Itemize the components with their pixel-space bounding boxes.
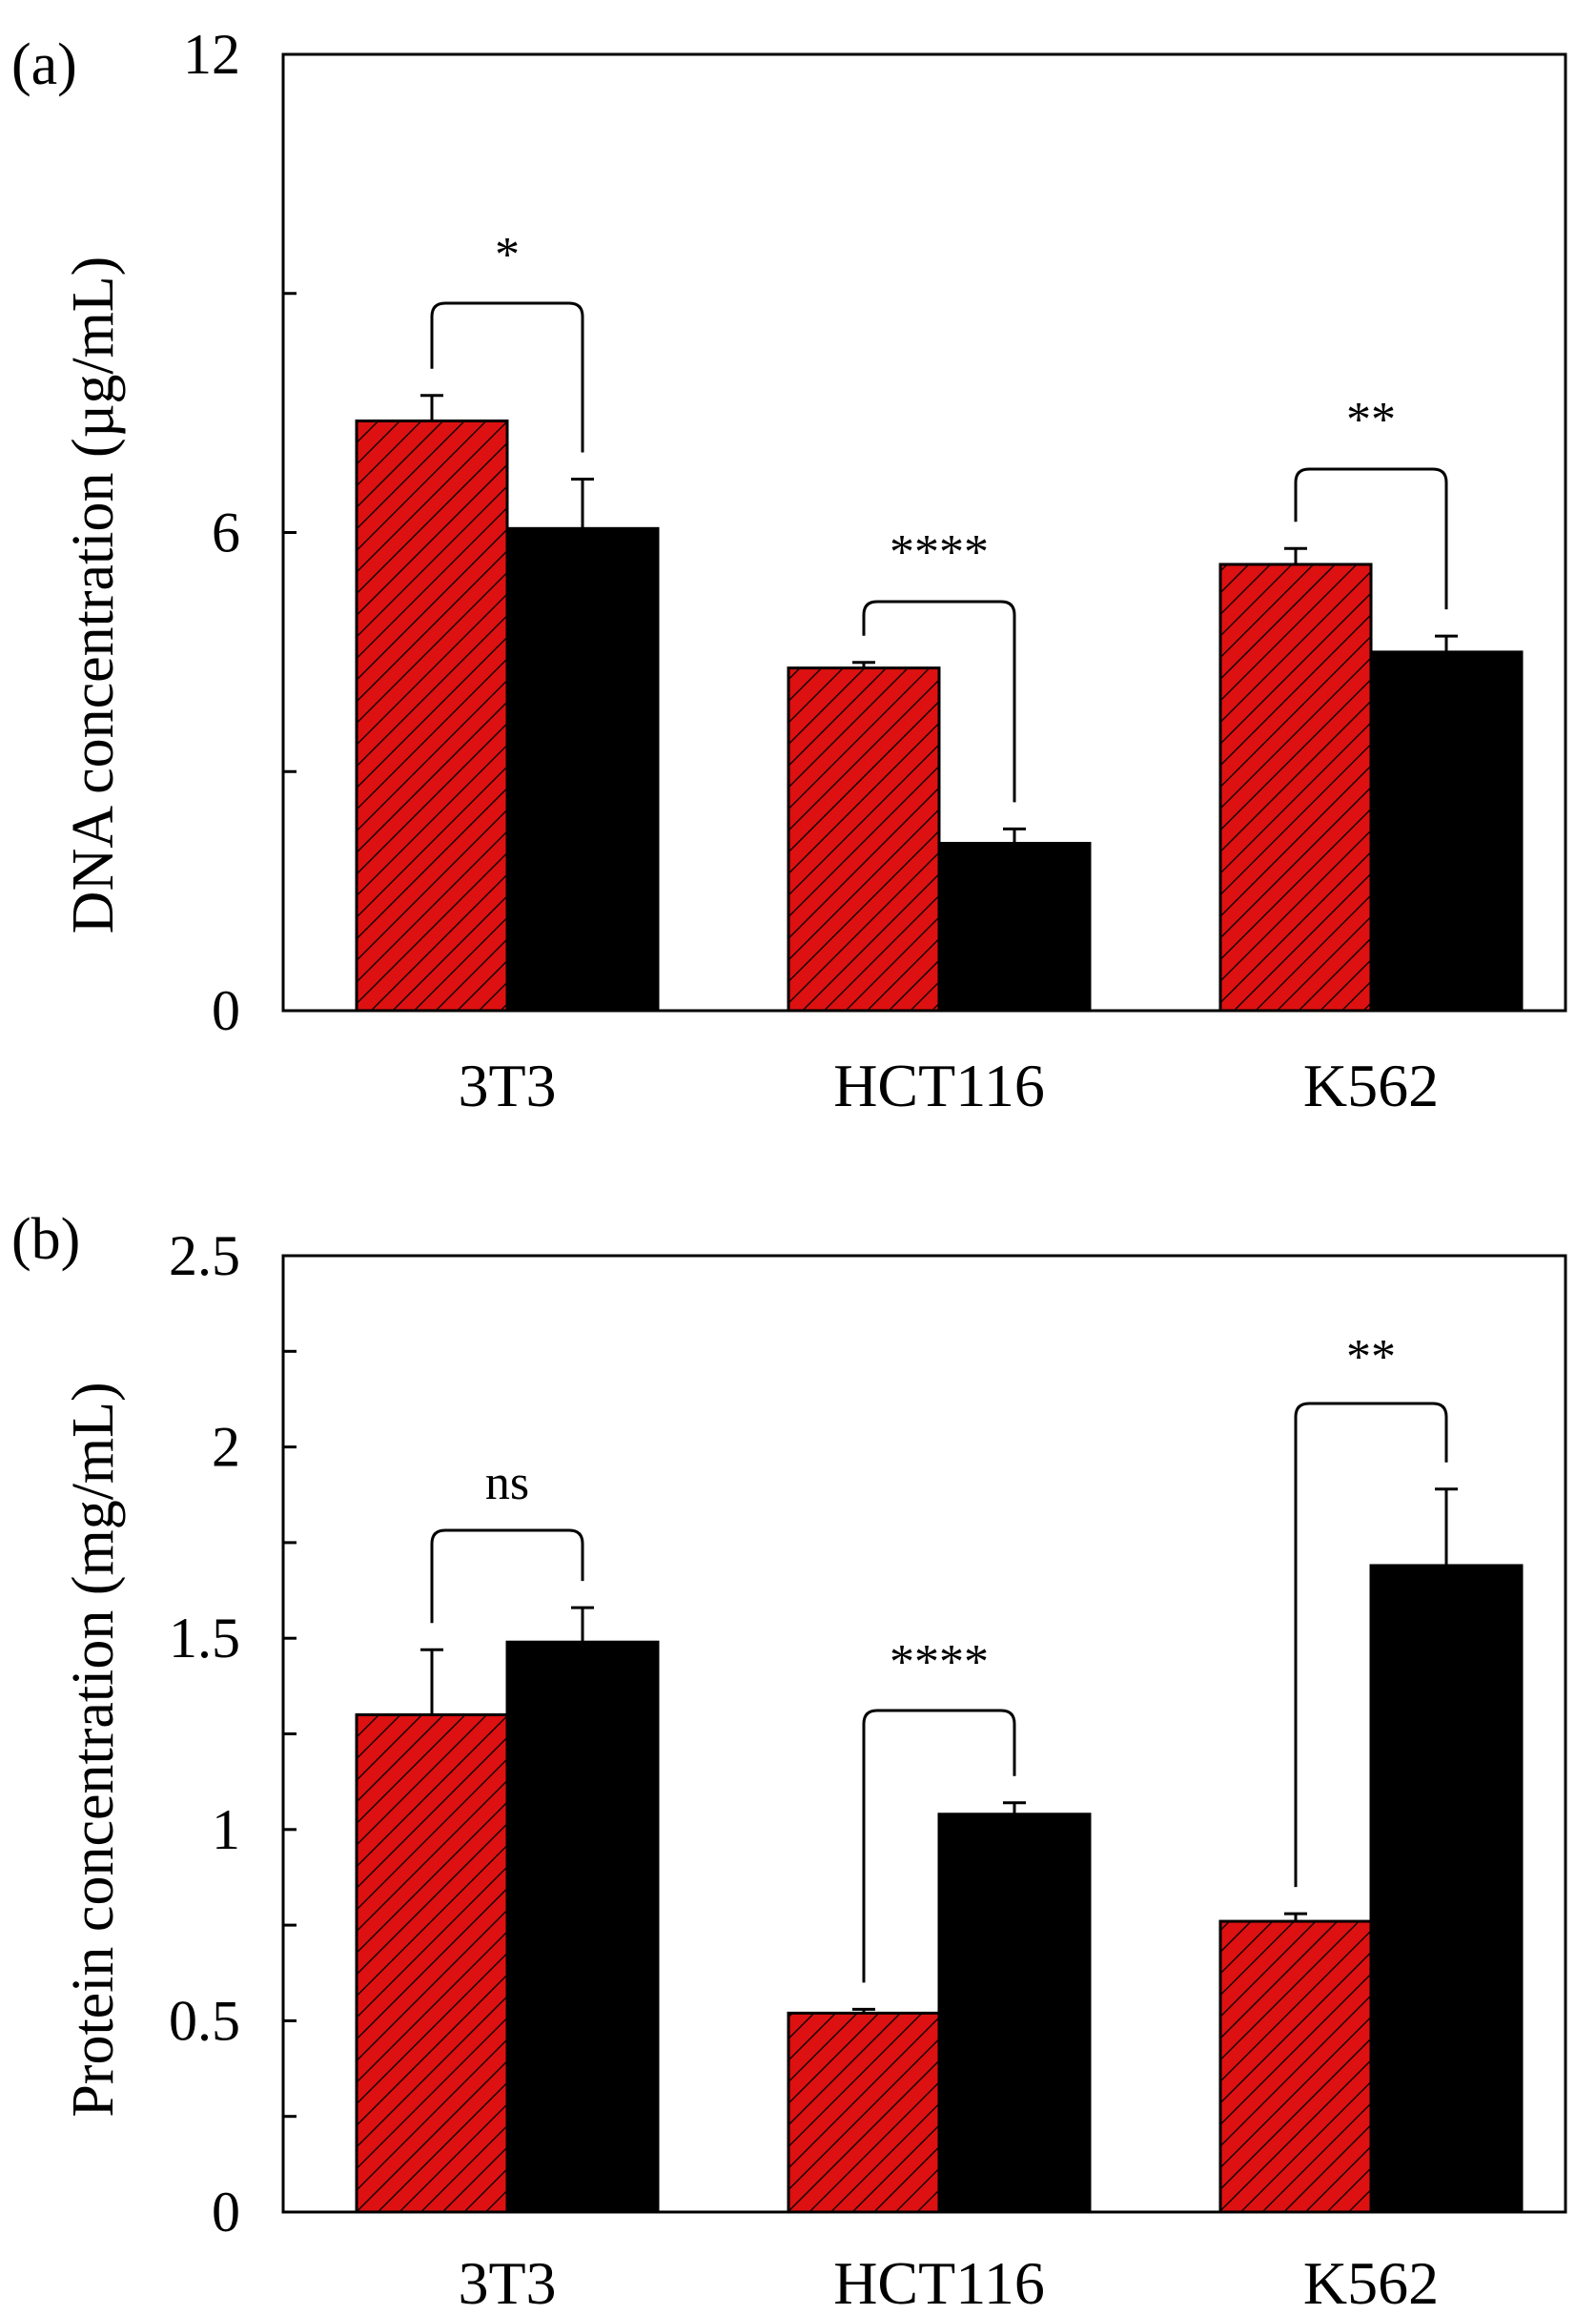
x-category-label: 3T3 xyxy=(458,1052,556,1119)
significance-label: * xyxy=(495,228,520,282)
bar-3t3-black xyxy=(505,1640,660,2214)
significance-bracket xyxy=(1294,467,1448,610)
y-tick-label: 1.5 xyxy=(169,1607,240,1670)
bar-k562-black xyxy=(1369,650,1524,1013)
significance-label: **** xyxy=(890,1635,989,1690)
significance-label: ** xyxy=(1346,1330,1396,1384)
x-category-label: HCT116 xyxy=(833,2249,1045,2315)
x-category-label: K562 xyxy=(1303,2249,1439,2315)
significance-bracket xyxy=(862,1709,1016,1983)
significance-bracket xyxy=(1294,1402,1448,1888)
significance-label: **** xyxy=(890,525,989,580)
significance-label: ** xyxy=(1346,393,1396,447)
bar-3t3-red-hatched xyxy=(355,1712,509,2214)
bar-hct116-black xyxy=(937,841,1092,1013)
y-tick-label: 2 xyxy=(212,1416,240,1479)
panel-a-y-axis-title: DNA concentration (µg/mL) xyxy=(61,256,126,934)
significance-label: ns xyxy=(485,1456,529,1510)
y-tick-label: 1 xyxy=(212,1798,240,1861)
panel-b: (b) Protein concentration (mg/mL) 0 0.5 1 1… xyxy=(11,1207,1567,2315)
bar-hct116-red-hatched xyxy=(787,2011,941,2214)
bar-k562-red-hatched xyxy=(1218,1919,1373,2214)
y-tick-label: 0 xyxy=(212,2181,240,2243)
significance-bracket xyxy=(430,1528,584,1624)
bar-hct116-black xyxy=(937,1813,1092,2214)
bar-k562-red-hatched xyxy=(1218,563,1373,1013)
y-tick-label: 12 xyxy=(183,23,240,86)
bar-3t3-red-hatched xyxy=(355,419,509,1013)
significance-bracket xyxy=(430,301,584,453)
bar-3t3-black xyxy=(505,526,660,1013)
bar-k562-black xyxy=(1369,1564,1524,2214)
panel-a: (a) DNA concentration (µg/mL) 0 6 12 3T3 HCT… xyxy=(11,23,1567,1119)
x-category-label: K562 xyxy=(1303,1052,1439,1119)
bar-hct116-red-hatched xyxy=(787,666,941,1013)
x-category-label: HCT116 xyxy=(833,1052,1045,1119)
y-tick-label: 0 xyxy=(212,979,240,1042)
y-tick-label: 2.5 xyxy=(169,1224,240,1287)
y-tick-label: 6 xyxy=(212,502,240,564)
x-category-label: 3T3 xyxy=(458,2249,556,2315)
panel-a-label: (a) xyxy=(11,32,77,97)
y-tick-label: 0.5 xyxy=(169,1989,240,2052)
significance-bracket xyxy=(862,600,1016,803)
panel-b-label: (b) xyxy=(11,1207,80,1272)
panel-b-y-axis-title: Protein concentration (mg/mL) xyxy=(61,1382,126,2117)
